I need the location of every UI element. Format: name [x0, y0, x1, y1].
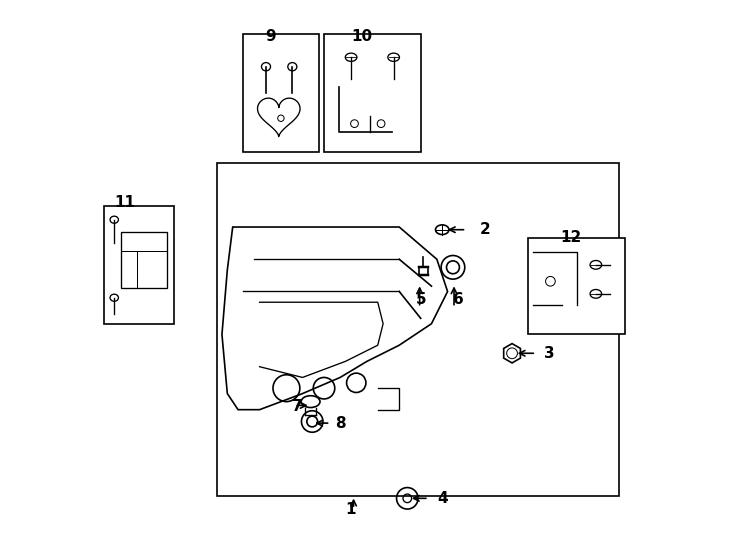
Text: 12: 12	[561, 230, 582, 245]
Ellipse shape	[345, 53, 357, 62]
Ellipse shape	[590, 260, 602, 269]
Text: 8: 8	[335, 416, 346, 430]
Ellipse shape	[110, 216, 118, 223]
Polygon shape	[222, 227, 448, 410]
Text: 9: 9	[265, 29, 275, 44]
Text: 2: 2	[480, 222, 490, 237]
Bar	[217, 163, 619, 496]
Ellipse shape	[301, 396, 320, 408]
Ellipse shape	[110, 294, 118, 301]
Bar	[121, 232, 167, 288]
Ellipse shape	[261, 63, 271, 71]
Bar	[324, 33, 421, 152]
Text: 10: 10	[351, 29, 372, 44]
Text: 4: 4	[437, 491, 448, 506]
Ellipse shape	[435, 225, 449, 234]
Text: 6: 6	[453, 292, 464, 307]
Bar	[103, 206, 174, 323]
Ellipse shape	[590, 289, 602, 298]
Bar	[528, 238, 625, 334]
Text: 7: 7	[292, 400, 302, 415]
Text: 1: 1	[346, 502, 356, 517]
Ellipse shape	[388, 53, 399, 62]
Text: 3: 3	[545, 346, 555, 361]
Text: 11: 11	[115, 195, 136, 211]
Ellipse shape	[288, 63, 297, 71]
Text: 5: 5	[415, 292, 426, 307]
Bar	[244, 33, 319, 152]
